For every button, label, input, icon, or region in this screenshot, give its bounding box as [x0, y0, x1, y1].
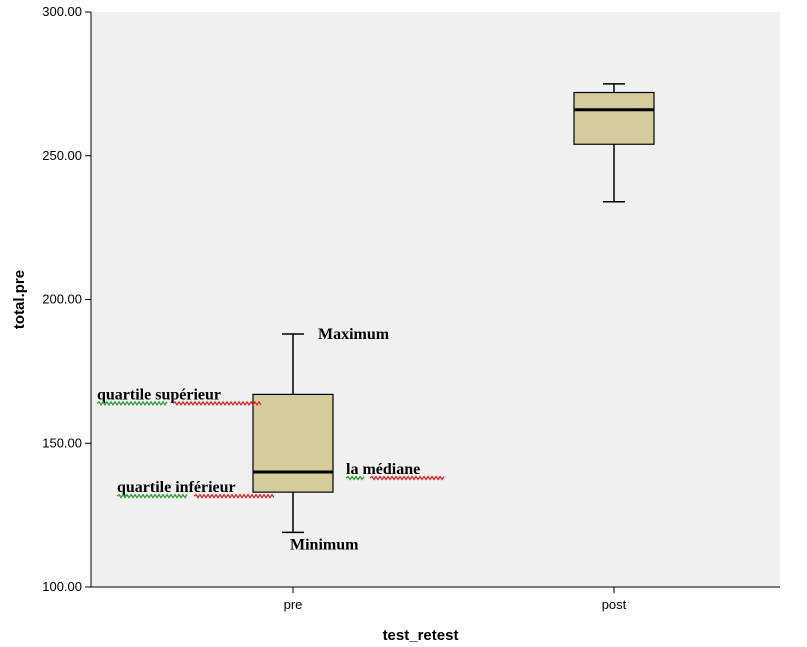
y-axis: 100.00 150.00 200.00 250.00 300.00	[42, 4, 91, 594]
y-tick-label: 200.00	[42, 292, 82, 307]
annotation-label: Maximum	[318, 326, 390, 343]
x-tick-label: post	[602, 597, 627, 612]
box-rect	[574, 93, 654, 145]
box-rect	[253, 394, 333, 492]
annotation-label: la médiane	[346, 461, 420, 478]
y-axis-title: total.pre	[11, 270, 28, 329]
x-axis-title: test_retest	[383, 627, 459, 644]
annotation-label: quartile inférieur	[117, 479, 236, 496]
x-tick-label: pre	[284, 597, 303, 612]
y-tick-label: 300.00	[42, 4, 82, 19]
plot-area	[91, 12, 780, 587]
annotation-label: Minimum	[290, 536, 359, 553]
y-tick-label: 100.00	[42, 579, 82, 594]
y-tick-label: 150.00	[42, 435, 82, 450]
y-tick-label: 250.00	[42, 148, 82, 163]
x-axis: pre post	[91, 587, 780, 612]
